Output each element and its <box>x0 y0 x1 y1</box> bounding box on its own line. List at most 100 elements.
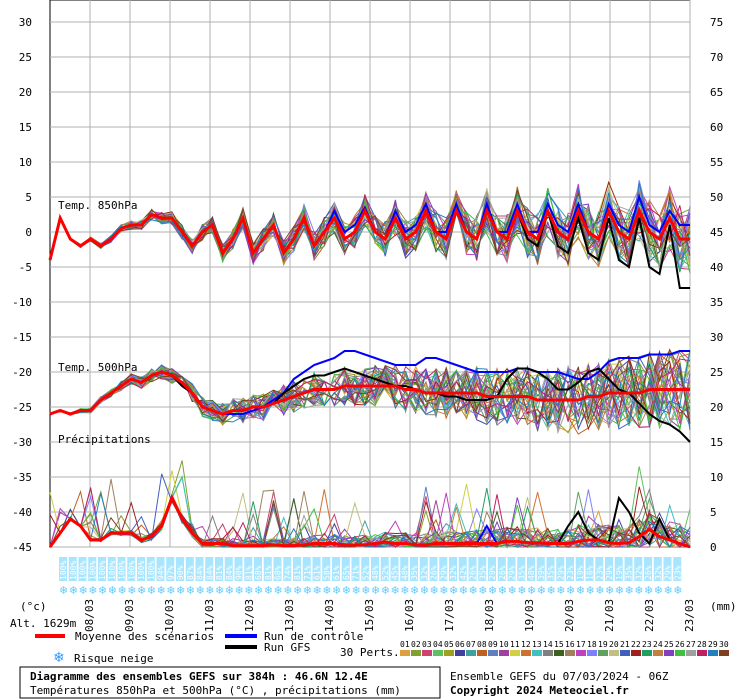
snow-risk-percent: 81% <box>293 565 302 580</box>
snow-risk-percent: 94% <box>157 565 166 580</box>
pert-number: 18 <box>587 640 597 649</box>
pert-swatch <box>422 650 432 656</box>
snow-risk-cell <box>166 557 175 581</box>
snow-risk-cell <box>293 557 301 581</box>
snow-risk-cell <box>614 557 623 581</box>
snow-risk-percent: 81% <box>264 565 273 580</box>
pert-swatch <box>620 650 630 656</box>
pert-number: 29 <box>708 640 718 649</box>
label-precip: Précipitations <box>58 433 151 446</box>
member-line <box>49 348 691 424</box>
snow-risk-cell <box>224 557 233 581</box>
snowflake-icon: ❄ <box>439 584 448 597</box>
pert-number: 01 <box>400 640 410 649</box>
snow-risk-percent: 29% <box>556 565 565 580</box>
snow-risk-cell <box>390 557 399 581</box>
pert-number: 13 <box>532 640 542 649</box>
snow-risk-cell <box>322 557 331 581</box>
pert-swatch <box>631 650 641 656</box>
snowflake-icon: ❄ <box>527 584 536 597</box>
snowflake-icon: ❄ <box>313 584 322 597</box>
snowflake-icon: ❄ <box>595 584 604 597</box>
snow-risk-cell <box>429 557 438 581</box>
snow-risk-cell <box>59 557 67 581</box>
x-date-label: 14/03 <box>323 599 336 632</box>
snowflake-icon: ❄ <box>303 584 312 597</box>
x-date-label: 20/03 <box>563 599 576 632</box>
snow-risk-cell <box>146 557 155 581</box>
pert-swatch <box>587 650 597 656</box>
snow-risk-percent: 100% <box>127 561 136 580</box>
pert-number: 06 <box>455 640 465 649</box>
pert-number: 04 <box>433 640 443 649</box>
series-t500-line <box>49 370 690 416</box>
left-axis-ticks: 30 25 20 15 10 5 0 -5 -10 -15 -20 -25 -30 -35 -40 -45 <box>12 16 32 554</box>
snowflake-icon: ❄ <box>264 584 273 597</box>
pert-swatch <box>664 650 674 656</box>
snowflake-icon: ❄ <box>244 584 253 597</box>
left-tick-label: 25 <box>19 51 32 64</box>
left-tick-label: 30 <box>19 16 32 29</box>
pert-number: 25 <box>664 640 674 649</box>
legend-perts-label: 30 Perts. <box>340 646 400 659</box>
pert-number: 07 <box>466 640 476 649</box>
snow-risk-percent: 26% <box>644 565 653 580</box>
pert-swatch <box>642 650 652 656</box>
snow-risk-cell <box>575 557 584 581</box>
pert-swatch <box>686 650 696 656</box>
legend-control-swatch <box>225 634 257 638</box>
snow-risk-percent: 45% <box>391 565 400 580</box>
snow-risk-cell <box>468 557 477 581</box>
snow-risk-percent: 32% <box>420 565 429 580</box>
run-info: Ensemble GEFS du 07/03/2024 - 06Z <box>450 670 669 683</box>
pert-number: 14 <box>543 640 553 649</box>
snow-risk-percent: 68% <box>274 565 283 580</box>
left-tick-label: -25 <box>12 401 32 414</box>
pert-number: 30 <box>719 640 729 649</box>
snow-risk-cell <box>263 557 272 581</box>
left-tick-label: 15 <box>19 121 32 134</box>
snow-risk-cell <box>127 557 136 581</box>
pert-swatch <box>455 650 465 656</box>
snow-risk-percent: 74% <box>283 565 292 580</box>
snowflake-icon: ❄ <box>98 584 107 597</box>
snowflake-icon: ❄ <box>137 584 146 597</box>
pert-number: 20 <box>609 640 619 649</box>
series-t850-line <box>48 207 690 261</box>
snow-risk-cell <box>556 557 565 581</box>
pert-swatch <box>477 650 487 656</box>
snow-risk-percent: 48% <box>371 565 380 580</box>
snow-risk-percent: 52% <box>361 565 370 580</box>
snow-risk-cell <box>546 557 555 581</box>
pert-number: 22 <box>631 640 641 649</box>
snow-risk-cell <box>653 557 662 581</box>
pert-swatch <box>444 650 454 656</box>
snowflake-icon: ❄ <box>166 584 175 597</box>
pert-number: 11 <box>510 640 520 649</box>
snow-risk-percent: 68% <box>254 565 263 580</box>
snow-risk-percent: 100% <box>88 561 97 580</box>
main-series <box>48 193 691 549</box>
left-tick-label: -15 <box>12 331 32 344</box>
snow-risk-cell <box>195 557 204 581</box>
snow-risk-cell <box>254 557 262 581</box>
snowflake-icon: ❄ <box>420 584 429 597</box>
snow-risk-cell <box>673 557 682 581</box>
snowflake-icon: ❄ <box>293 584 302 597</box>
right-tick-label: 25 <box>710 366 723 379</box>
snowflake-icon: ❄ <box>634 584 643 597</box>
snowflake-icon: ❄ <box>283 584 292 597</box>
pert-number: 17 <box>576 640 586 649</box>
snowflake-icon: ❄ <box>79 584 88 597</box>
snowflake-icon: ❄ <box>157 584 166 597</box>
snow-risk-cell <box>517 557 526 581</box>
member-line <box>49 355 691 431</box>
snow-risk-cell <box>244 557 253 581</box>
right-tick-label: 15 <box>710 436 723 449</box>
pert-number: 02 <box>411 640 421 649</box>
snowflake-icon: ❄ <box>59 584 68 597</box>
legend-control-label: Run de contrôle <box>264 630 363 643</box>
snow-risk-percent: 29% <box>439 565 448 580</box>
snowflake-icon: ❄ <box>449 584 458 597</box>
left-tick-label: -40 <box>12 506 32 519</box>
